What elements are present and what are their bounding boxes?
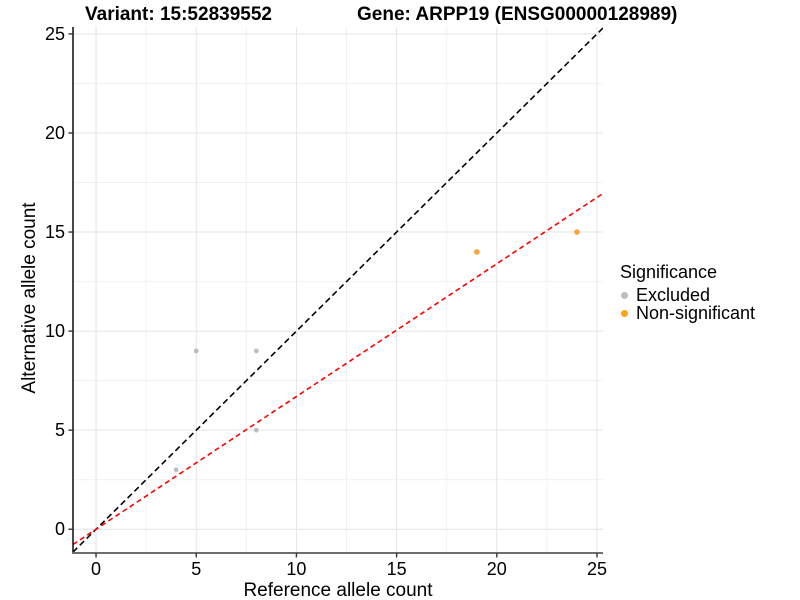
x-axis-title: Reference allele count	[243, 580, 433, 600]
x-tick-label: 0	[91, 559, 101, 579]
y-axis-title-text: Alternative allele count	[19, 202, 40, 394]
data-point-excluded	[253, 348, 259, 354]
data-point-non-significant	[574, 229, 580, 235]
identity-line	[73, 27, 603, 553]
x-tick-label: 25	[587, 559, 607, 579]
allelic-ratio-fit-line	[73, 192, 603, 546]
y-tick-label: 25	[45, 24, 65, 44]
data-point-non-significant	[473, 249, 480, 255]
variant-title: Variant: 15:52839552	[85, 4, 272, 25]
x-tick-label: 10	[286, 559, 306, 579]
excluded-dot-icon	[621, 291, 628, 299]
y-tick-label: 10	[45, 321, 65, 341]
legend-item-label: Non-significant	[636, 302, 756, 323]
y-tick-label: 20	[45, 123, 65, 143]
data-point-excluded	[193, 348, 199, 354]
legend-item-excluded: Excluded	[619, 284, 755, 305]
gene-title: Gene: ARPP19 (ENSG00000128989)	[357, 4, 678, 25]
x-tick-label: 15	[387, 559, 407, 579]
non-significant-dot-icon	[621, 309, 628, 317]
legend-item-non-significant: Non-significant	[619, 302, 756, 323]
y-tick-label: 15	[45, 222, 65, 242]
legend: Significance Excluded Non-significant	[619, 262, 756, 323]
x-tick-label: 20	[487, 559, 507, 579]
data-point-excluded	[253, 427, 259, 433]
legend-title: Significance	[620, 262, 718, 282]
y-tick-label: 0	[55, 519, 65, 539]
y-tick-label: 5	[55, 420, 65, 440]
legend-item-label: Excluded	[636, 284, 711, 305]
data-point-excluded	[173, 467, 179, 473]
x-tick-label: 5	[191, 559, 201, 579]
